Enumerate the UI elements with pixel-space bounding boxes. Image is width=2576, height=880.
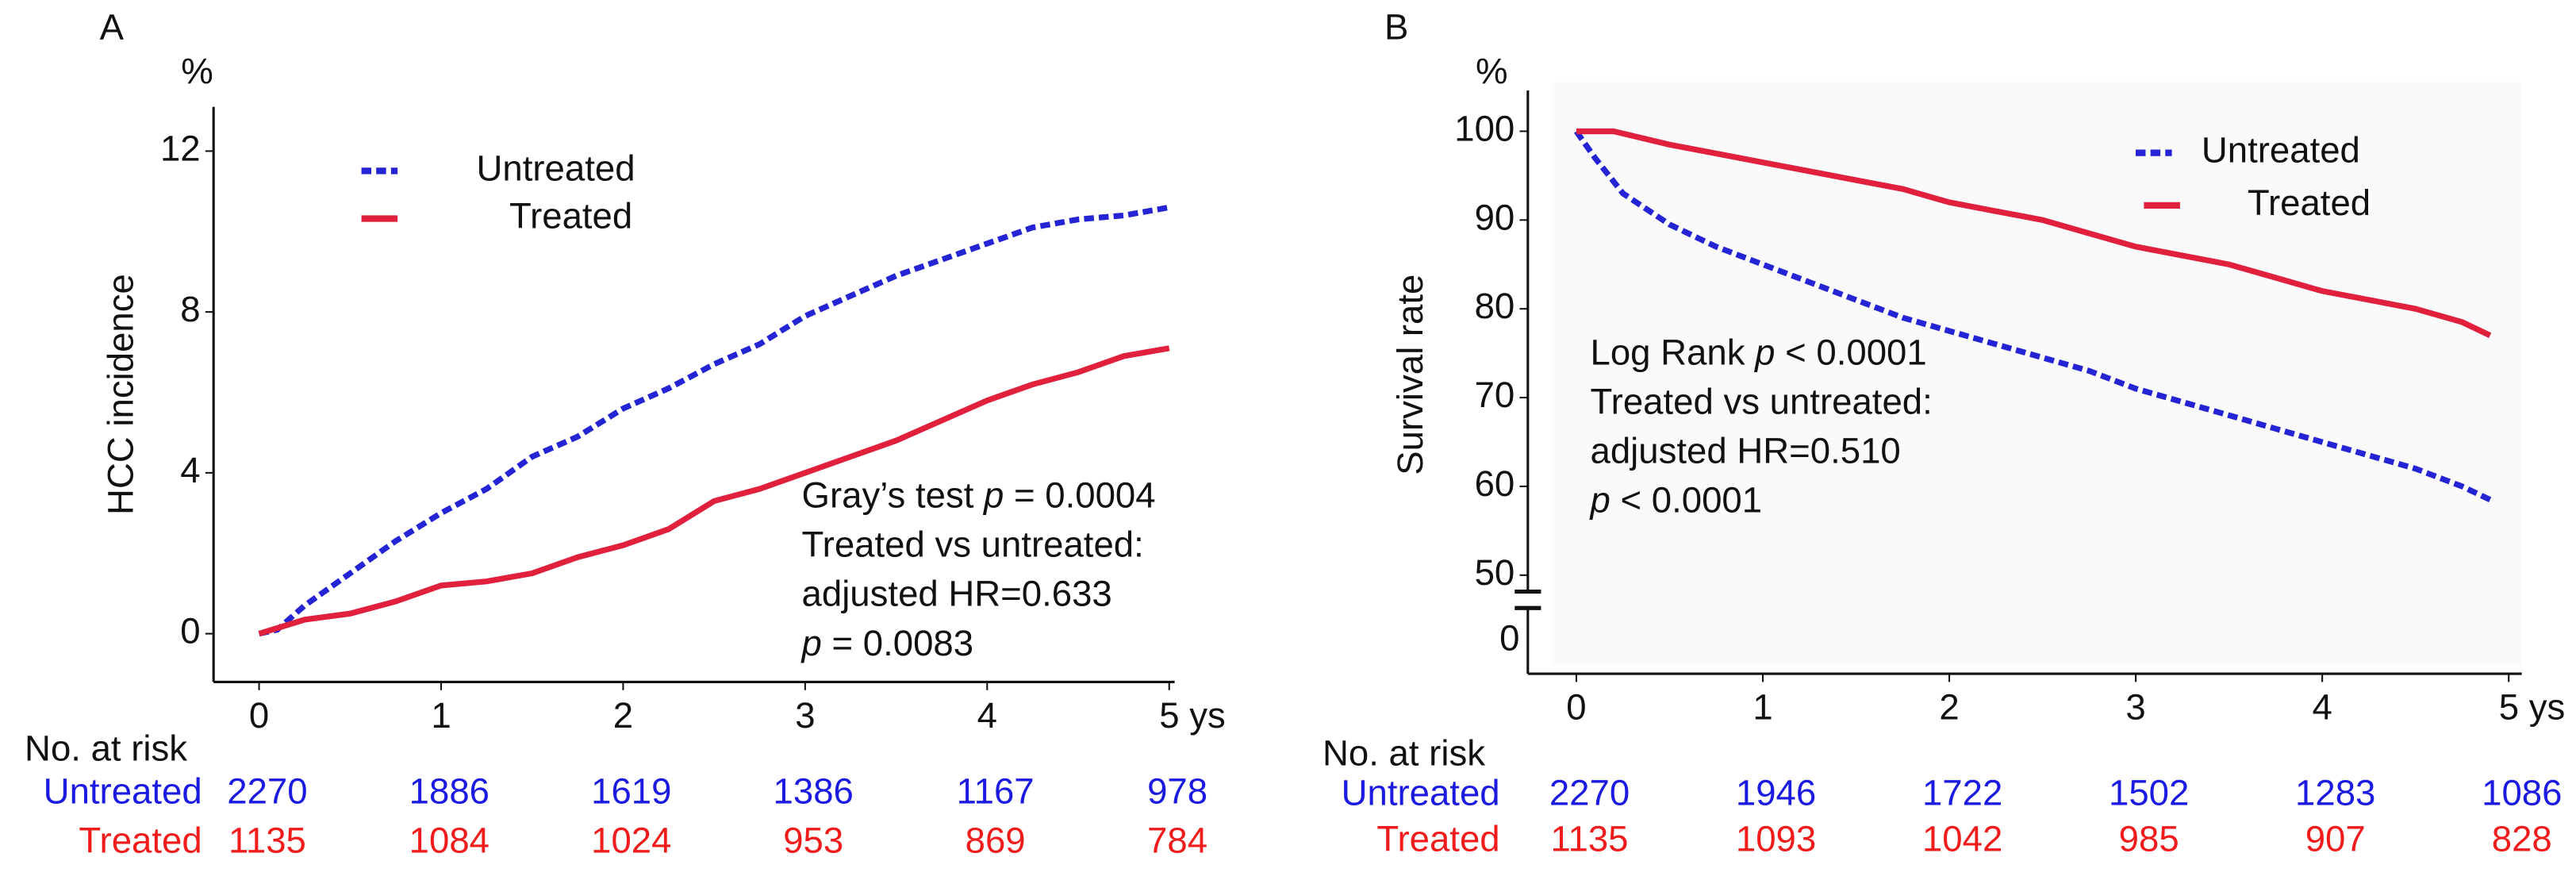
annotation-part: p xyxy=(1589,480,1610,521)
series-line xyxy=(1576,128,2492,338)
annotation-part: p xyxy=(800,623,822,663)
risk-value: 1619 xyxy=(591,770,671,811)
panel-label: A xyxy=(100,6,125,47)
risk-row-name: Untreated xyxy=(1342,772,1500,813)
legend-label: Treated xyxy=(2248,183,2371,223)
annotation-part: < 0.0001 xyxy=(1776,332,1927,372)
legend-label: Treated xyxy=(509,195,632,236)
y-tick-label: 90 xyxy=(1475,197,1515,237)
x-tick-label: 2 xyxy=(613,695,633,736)
y-tick-label: 70 xyxy=(1475,375,1515,415)
annotation-part: Treated vs untreated: xyxy=(802,525,1144,565)
x-tick-label: 5 ys xyxy=(2499,687,2566,728)
risk-value: 1167 xyxy=(957,770,1035,811)
annotation-part: Treated vs untreated: xyxy=(1591,381,1933,421)
plot-background xyxy=(1552,82,2522,666)
risk-value: 784 xyxy=(1147,820,1207,860)
risk-title: No. at risk xyxy=(25,728,187,768)
y-tick-label: 0 xyxy=(1499,618,1519,659)
y-tick-label: 0 xyxy=(180,611,200,651)
y-tick-label: 80 xyxy=(1475,286,1515,326)
risk-value: 1886 xyxy=(409,770,489,811)
annotation-part: = 0.0004 xyxy=(1004,475,1155,516)
risk-value: 1093 xyxy=(1736,818,1816,859)
risk-value: 1386 xyxy=(774,770,854,811)
risk-value: 985 xyxy=(2119,818,2179,859)
y-tick-label: 100 xyxy=(1454,108,1515,148)
risk-value: 2270 xyxy=(227,770,307,811)
annotation: adjusted HR=0.510 xyxy=(1591,431,1901,471)
annotation-part: Gray’s test xyxy=(802,475,985,516)
y-tick-label: 8 xyxy=(180,289,200,329)
annotation-part: adjusted HR=0.510 xyxy=(1591,431,1901,471)
risk-title: No. at risk xyxy=(1323,733,1485,774)
x-tick-label: 0 xyxy=(1566,687,1586,728)
x-tick-label: 1 xyxy=(1753,687,1772,728)
panel-label: B xyxy=(1384,6,1408,47)
risk-value: 869 xyxy=(966,820,1026,860)
annotation: p = 0.0083 xyxy=(800,623,974,663)
annotation: Treated vs untreated: xyxy=(802,525,1144,565)
annotation: Gray’s test p = 0.0004 xyxy=(802,475,1156,516)
risk-value: 828 xyxy=(2492,818,2552,859)
risk-value: 1086 xyxy=(2482,772,2562,813)
risk-value: 1084 xyxy=(409,820,489,860)
legend-label: Untreated xyxy=(2202,130,2360,171)
risk-value: 1722 xyxy=(1922,772,2002,813)
risk-value: 1946 xyxy=(1736,772,1816,813)
risk-value: 907 xyxy=(2305,818,2366,859)
series-line xyxy=(1573,129,2492,503)
x-tick-label: 0 xyxy=(249,695,269,736)
annotation-part: p xyxy=(1753,332,1775,372)
risk-value: 1135 xyxy=(1551,818,1629,859)
x-tick-label: 1 xyxy=(431,695,451,736)
series-line xyxy=(258,345,1170,637)
x-tick-label: 3 xyxy=(795,695,815,736)
y-axis-label: HCC incidence xyxy=(100,274,140,515)
risk-value: 953 xyxy=(783,820,843,860)
y-tick-label: 4 xyxy=(180,450,200,490)
y-unit: % xyxy=(1476,51,1508,91)
x-tick-label: 4 xyxy=(2312,687,2332,728)
annotation-part: < 0.0001 xyxy=(1610,480,1762,521)
risk-row-name: Untreated xyxy=(44,770,202,811)
annotation-part: = 0.0083 xyxy=(822,623,973,663)
annotation: adjusted HR=0.633 xyxy=(802,574,1112,614)
risk-row-name: Treated xyxy=(79,820,202,860)
risk-row-name: Treated xyxy=(1376,818,1499,859)
annotation-part: adjusted HR=0.633 xyxy=(802,574,1112,614)
risk-value: 978 xyxy=(1147,770,1207,811)
x-tick-label: 5 ys xyxy=(1159,695,1226,736)
risk-value: 1135 xyxy=(228,820,306,860)
x-tick-label: 3 xyxy=(2125,687,2145,728)
risk-value: 1024 xyxy=(591,820,671,860)
x-tick-label: 4 xyxy=(977,695,997,736)
y-unit: % xyxy=(181,51,213,91)
y-tick-label: 50 xyxy=(1475,552,1515,593)
risk-value: 1502 xyxy=(2109,772,2189,813)
risk-value: 2270 xyxy=(1549,772,1630,813)
annotation: Treated vs untreated: xyxy=(1591,381,1933,421)
x-tick-label: 2 xyxy=(1939,687,1959,728)
series-line xyxy=(258,204,1170,637)
risk-value: 1283 xyxy=(2295,772,2375,813)
y-tick-label: 12 xyxy=(160,128,201,168)
annotation: Log Rank p < 0.0001 xyxy=(1591,332,1927,372)
y-axis-label: Survival rate xyxy=(1390,275,1430,475)
annotation-part: p xyxy=(982,475,1004,516)
risk-value: 1042 xyxy=(1922,818,2002,859)
legend-label: Untreated xyxy=(477,148,635,188)
annotation-part: Log Rank xyxy=(1591,332,1756,372)
y-tick-label: 60 xyxy=(1475,463,1515,504)
annotation: p < 0.0001 xyxy=(1589,480,1763,521)
